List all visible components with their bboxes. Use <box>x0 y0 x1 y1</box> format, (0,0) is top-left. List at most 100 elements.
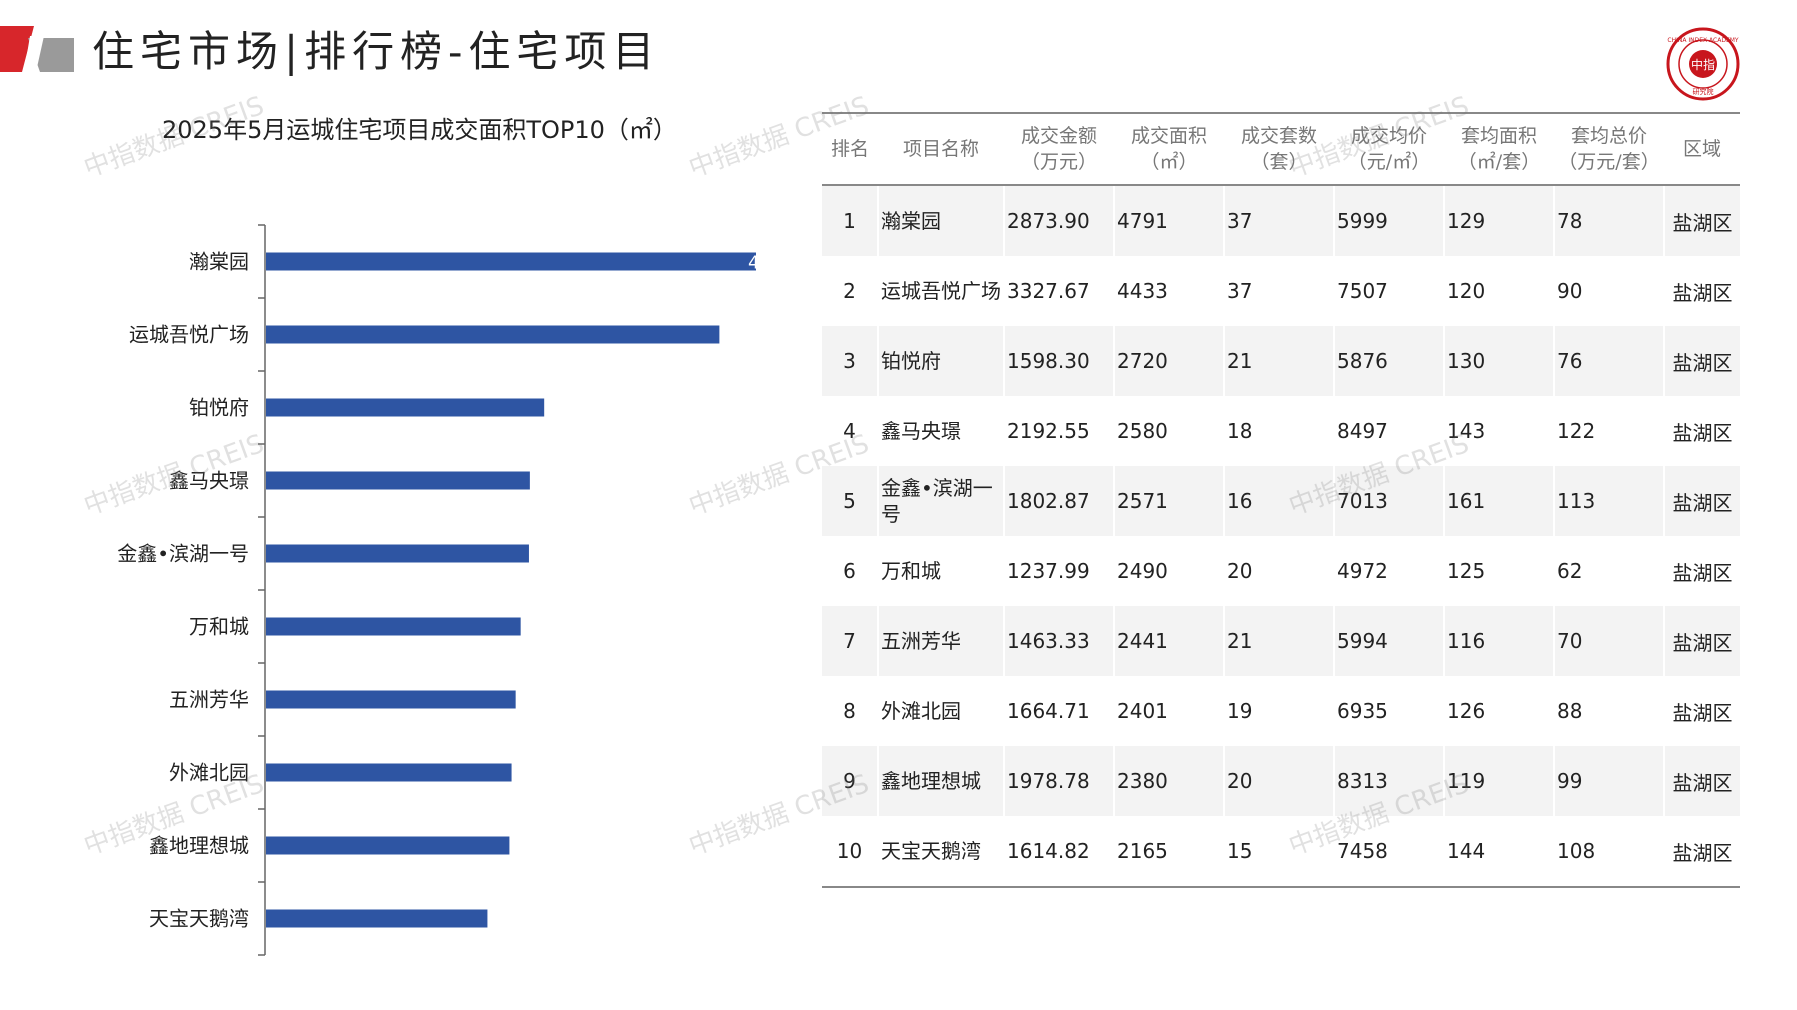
column-header: 套均总价 （万元/套） <box>1554 112 1664 186</box>
value-cell: 78 <box>1553 185 1664 256</box>
rank-cell: 2 <box>843 279 856 303</box>
bar <box>266 836 510 855</box>
column-header-text: 成交均价 <box>1350 125 1427 147</box>
rank-cell: 9 <box>822 746 878 816</box>
value-cell: 2490 <box>1113 536 1224 606</box>
value-cell: 2401 <box>1113 676 1224 746</box>
value-cell: 18 <box>1223 396 1334 466</box>
bar <box>266 763 512 782</box>
value-cell: 21 <box>1223 606 1334 676</box>
value-cell: 2873.90 <box>1003 185 1114 256</box>
value-cell: 37 <box>1223 185 1334 256</box>
district-cell: 盐湖区 <box>1663 256 1740 326</box>
value-cell: 1598.30 <box>1003 326 1114 396</box>
category-label: 五洲芳华 <box>169 688 249 712</box>
value-cell: 20 <box>1223 536 1334 606</box>
project-name-cell: 瀚棠园 <box>877 185 1004 256</box>
value-cell: 120 <box>1443 256 1554 326</box>
category-label: 鑫地理想城 <box>149 834 249 858</box>
project-name-cell: 鑫地理想城 <box>877 746 1004 816</box>
value-cell: 2571 <box>1113 466 1224 536</box>
district-cell: 盐湖区 <box>1663 466 1740 536</box>
project-name-cell: 五洲芳华 <box>877 606 1004 676</box>
table-header-row: 排名 项目名称 成交金额 （万元） 成交面积 （㎡） 成交套数 （套） 成交均价 （元/㎡） 套均面… <box>822 112 1740 186</box>
ranking-table: 排名 项目名称 成交金额 （万元） 成交面积 （㎡） 成交套数 （套） 成交均价 （元/㎡） 套均面… <box>822 112 1740 888</box>
value-cell: 5876 <box>1333 326 1444 396</box>
district-cell: 盐湖区 <box>1663 536 1740 606</box>
rank-cell: 3 <box>822 326 878 396</box>
value-cell: 161 <box>1443 466 1554 536</box>
value-cell: 2720 <box>1113 326 1224 396</box>
value-cell: 6935 <box>1333 676 1444 746</box>
project-name-cell: 外滩北园 <box>877 676 1004 746</box>
column-header: 成交面积 （㎡） <box>1114 112 1224 186</box>
rank-cell: 8 <box>843 699 856 723</box>
value-cell: 76 <box>1553 326 1664 396</box>
value-cell: 113 <box>1553 466 1664 536</box>
value-cell: 108 <box>1553 816 1664 888</box>
table-row: 6 万和城 1237.99 2490 20 4972 125 62 盐湖区 <box>822 536 1740 606</box>
table-row: 4 鑫马央璟 2192.55 2580 18 8497 143 122 盐湖区 <box>822 396 1740 466</box>
value-cell: 7507 <box>1333 256 1444 326</box>
category-label: 瀚棠园 <box>189 250 249 274</box>
value-cell: 129 <box>1443 185 1554 256</box>
bar <box>266 398 545 417</box>
bar <box>266 690 516 709</box>
seal-bottom-text: 研究院 <box>1693 87 1714 96</box>
value-cell: 126 <box>1443 676 1554 746</box>
table-row: 1 瀚棠园 2873.90 4791 37 5999 129 78 盐湖区 <box>822 185 1740 256</box>
value-cell: 5999 <box>1333 185 1444 256</box>
value-cell: 2441 <box>1113 606 1224 676</box>
column-header-text: （元/㎡） <box>1347 151 1431 173</box>
value-cell: 2192.55 <box>1003 396 1114 466</box>
value-cell: 8313 <box>1333 746 1444 816</box>
brand-logo-mark <box>0 26 74 72</box>
district-cell: 盐湖区 <box>1663 396 1740 466</box>
rank-cell: 6 <box>843 559 856 583</box>
column-header: 项目名称 <box>878 112 1004 186</box>
district-cell: 盐湖区 <box>1663 746 1740 816</box>
project-name-cell: 金鑫•滨湖一号 <box>877 466 1004 536</box>
column-header-text: 区域 <box>1682 138 1721 160</box>
column-header-text: （㎡） <box>1140 151 1198 173</box>
column-header-text: 套均总价 <box>1570 125 1647 147</box>
logo-red-shape <box>0 26 34 72</box>
bar <box>266 544 529 563</box>
value-cell: 1237.99 <box>1003 536 1114 606</box>
value-cell: 1802.87 <box>1003 466 1114 536</box>
project-name-cell: 万和城 <box>877 536 1004 606</box>
seal-center-text: 中指 <box>1691 57 1715 72</box>
rank-cell: 10 <box>822 816 878 888</box>
table-row: 8 外滩北园 1664.71 2401 19 6935 126 88 盐湖区 <box>822 676 1740 746</box>
column-header: 成交金额 （万元） <box>1004 112 1114 186</box>
column-header-text: （㎡/套） <box>1457 151 1541 173</box>
district-cell: 盐湖区 <box>1663 326 1740 396</box>
bar <box>266 325 720 344</box>
value-cell: 7013 <box>1333 466 1444 536</box>
table-body: 1 瀚棠园 2873.90 4791 37 5999 129 78 盐湖区 2 运城吾悦广场 3327… <box>822 185 1740 888</box>
value-cell: 1463.33 <box>1003 606 1114 676</box>
category-label: 万和城 <box>189 615 249 639</box>
column-header: 排名 <box>822 112 878 186</box>
value-cell: 16 <box>1223 466 1334 536</box>
bar <box>266 252 756 271</box>
value-cell: 116 <box>1443 606 1554 676</box>
value-cell: 70 <box>1553 606 1664 676</box>
value-cell: 2580 <box>1113 396 1224 466</box>
category-label: 金鑫•滨湖一号 <box>117 542 249 566</box>
project-name-cell: 鑫马央璟 <box>877 396 1004 466</box>
value-cell: 90 <box>1553 256 1664 326</box>
category-label: 鑫马央璟 <box>169 469 249 493</box>
value-cell: 4433 <box>1113 256 1224 326</box>
value-cell: 15 <box>1223 816 1334 888</box>
data-label: 4 <box>748 253 759 274</box>
value-cell: 1978.78 <box>1003 746 1114 816</box>
category-label: 外滩北园 <box>169 761 249 785</box>
column-header-text: 排名 <box>830 138 869 160</box>
table-row: 9 鑫地理想城 1978.78 2380 20 8313 119 99 盐湖区 <box>822 746 1740 816</box>
column-header-text: 项目名称 <box>902 138 979 160</box>
bar <box>266 617 521 636</box>
bar <box>266 909 488 928</box>
value-cell: 7458 <box>1333 816 1444 888</box>
table-row: 10 天宝天鹅湾 1614.82 2165 15 7458 144 108 盐湖区 <box>822 816 1740 888</box>
